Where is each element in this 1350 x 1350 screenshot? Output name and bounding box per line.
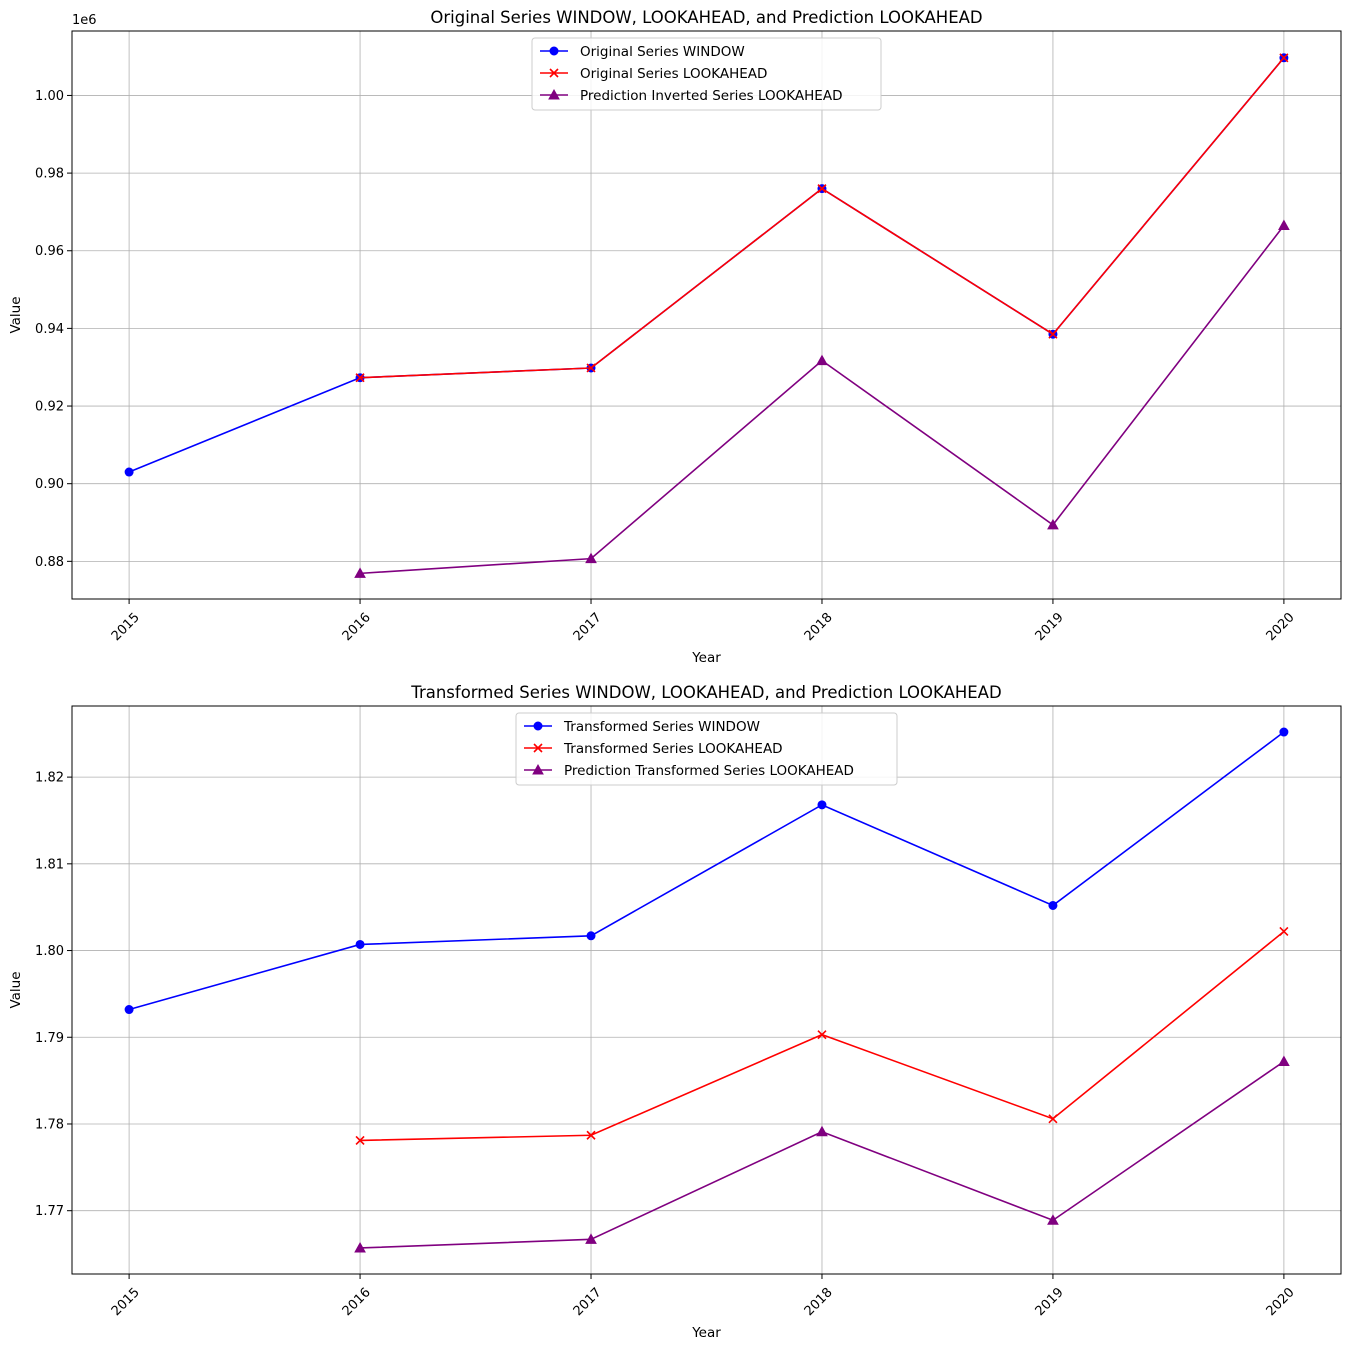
legend-box [531, 37, 882, 111]
legend-entry: Transformed Series LOOKAHEAD [524, 741, 783, 757]
data-point [816, 354, 828, 366]
data-point [1048, 1114, 1058, 1124]
gridlines [72, 706, 1341, 1274]
data-point [1279, 926, 1289, 937]
data-point [817, 1030, 827, 1040]
data-point [1279, 53, 1289, 63]
data-point [1278, 1055, 1290, 1067]
legend-marker [532, 763, 544, 775]
y-tick-label: 0.94 [35, 322, 64, 337]
data-point [586, 363, 596, 373]
legend-marker [533, 743, 543, 753]
legend-entry: Prediction Transformed Series LOOKAHEAD [524, 763, 854, 779]
legend-label: Transformed Series LOOKAHEAD [563, 741, 783, 757]
legend-entry: Prediction Inverted Series LOOKAHEAD [540, 88, 842, 104]
series-2 [355, 926, 1289, 1146]
y-axis-label: Value [8, 971, 24, 1008]
legend-marker [548, 88, 560, 100]
y-tick-label: 0.96 [35, 244, 64, 259]
x-axis-label: Year [691, 650, 721, 666]
y-tick-label: 1.79 [35, 1031, 64, 1046]
chart-title: Transformed Series WINDOW, LOOKAHEAD, an… [410, 683, 1001, 702]
legend-box [515, 712, 898, 786]
legend: Original Series WINDOW Original Series LO… [531, 37, 882, 111]
series-3 [354, 219, 1290, 578]
data-point [355, 939, 365, 949]
data-point [124, 467, 134, 477]
y-tick-label: 0.92 [35, 400, 64, 415]
axes-frame [71, 705, 1342, 1275]
axes-frame [71, 30, 1342, 600]
y-tick-label: 1.80 [35, 944, 64, 959]
legend-marker [549, 68, 559, 78]
legend-entry: Transformed Series WINDOW [524, 719, 760, 735]
data-point [1279, 727, 1289, 737]
series-1 [124, 727, 1289, 1015]
data-point [816, 1125, 828, 1137]
legend-marker [549, 46, 559, 56]
y-axis-label: Value [8, 296, 24, 333]
data-point [817, 184, 827, 194]
data-point [585, 1233, 597, 1244]
legend-label: Prediction Inverted Series LOOKAHEAD [580, 88, 842, 104]
data-point [1047, 518, 1059, 530]
y-tick-label: 1.81 [35, 857, 64, 872]
legend-marker [533, 721, 543, 731]
legend-label: Prediction Transformed Series LOOKAHEAD [564, 763, 854, 779]
chart-title: Original Series WINDOW, LOOKAHEAD, and P… [430, 8, 982, 27]
data-point [1278, 219, 1290, 231]
data-point [817, 800, 827, 810]
legend-label: Transformed Series WINDOW [563, 719, 760, 735]
data-point [585, 552, 597, 564]
legend-entry: Original Series LOOKAHEAD [540, 66, 767, 82]
data-point [586, 931, 596, 941]
data-point [355, 373, 365, 383]
data-point [354, 567, 366, 578]
y-tick-label: 0.98 [35, 167, 64, 182]
series-line [128, 731, 1285, 1011]
legend: Transformed Series WINDOW Transformed Ser… [515, 712, 898, 786]
series-3 [354, 1055, 1290, 1253]
y-tick-label: 1.78 [35, 1117, 64, 1132]
data-point [354, 1241, 366, 1253]
x-axis-label: Year [691, 1325, 721, 1341]
y-tick-label: 0.90 [35, 477, 64, 492]
data-point [1048, 329, 1058, 339]
data-point [586, 1130, 596, 1140]
y-tick-label: 1.82 [35, 771, 64, 786]
y-offset-label: 1e6 [72, 13, 97, 28]
legend-entry: Original Series WINDOW [540, 44, 745, 60]
data-point [124, 1005, 134, 1015]
legend-label: Original Series WINDOW [580, 44, 745, 60]
y-tick-label: 1.00 [35, 89, 64, 104]
series-2 [355, 53, 1289, 383]
y-tick-label: 1.77 [35, 1204, 64, 1219]
legend-label: Original Series LOOKAHEAD [580, 66, 767, 82]
data-point [1048, 900, 1058, 910]
data-point [1047, 1214, 1059, 1225]
data-point [355, 1135, 365, 1146]
y-tick-label: 0.88 [35, 555, 64, 570]
